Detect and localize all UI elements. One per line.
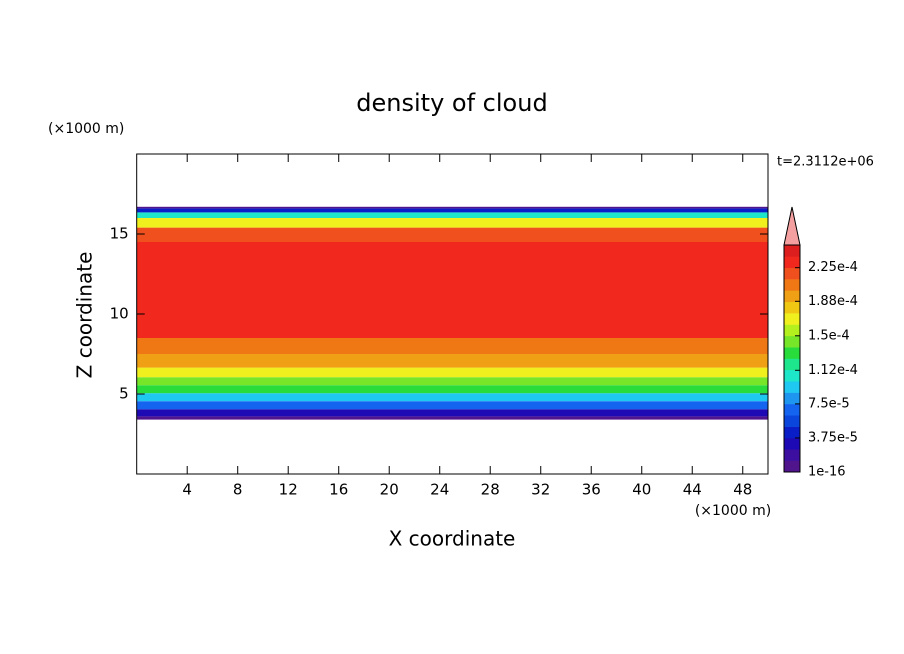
colorbar-swatch (784, 381, 800, 393)
field-band (136, 354, 768, 368)
field-band (136, 393, 768, 402)
colorbar-label: 1.5e-4 (808, 328, 850, 343)
time-label: t=2.3112e+06 (777, 155, 874, 170)
colorbar-swatch (784, 347, 800, 359)
colorbar-label: 1e-16 (808, 465, 846, 480)
field-band (136, 208, 768, 213)
colorbar-label: 7.5e-5 (808, 396, 850, 411)
x-tick-label: 24 (430, 481, 449, 499)
field-band (136, 218, 768, 228)
field-band (136, 385, 768, 394)
x-tick-label: 28 (481, 481, 500, 499)
colorbar-swatch (784, 245, 800, 257)
colorbar-swatch (784, 267, 800, 280)
x-tick-label: 36 (582, 481, 601, 499)
x-tick-label: 4 (182, 481, 192, 499)
x-tick-label: 48 (733, 481, 752, 499)
x-tick-label: 40 (632, 481, 651, 499)
colorbar-swatch (784, 256, 800, 268)
colorbar-swatch (784, 426, 800, 439)
x-tick-label: 44 (683, 481, 702, 499)
field-band (136, 322, 768, 338)
field-band (136, 306, 768, 322)
colorbar-extend (783, 206, 801, 246)
x-unit: (×1000 m) (695, 503, 771, 519)
field-band (136, 367, 768, 378)
y-axis-label: Z coordinate (73, 252, 97, 379)
field-band (136, 212, 768, 218)
colorbar-swatch (784, 313, 800, 325)
colorbar-label: 3.75e-5 (808, 430, 858, 445)
colorbar-swatch (784, 335, 800, 348)
y-tick-label: 5 (119, 385, 129, 403)
field-band (136, 258, 768, 274)
y-tick-label: 15 (110, 225, 129, 243)
field-band (136, 377, 768, 386)
field-band (136, 242, 768, 258)
colorbar-swatch (784, 324, 800, 337)
colorbar-swatch (784, 290, 800, 303)
field-band (136, 206, 768, 209)
colorbar-swatch (784, 392, 800, 405)
x-tick-label: 16 (329, 481, 348, 499)
colorbar-swatch (784, 449, 800, 461)
x-tick-label: 8 (233, 481, 243, 499)
colorbar-swatch (784, 437, 800, 450)
colorbar-swatch (784, 301, 800, 314)
field-band (136, 409, 768, 417)
x-axis-label: X coordinate (389, 527, 516, 551)
field-band (136, 401, 768, 410)
colorbar-swatch (784, 369, 800, 382)
field-band (136, 274, 768, 290)
colorbar-swatch (784, 415, 800, 427)
field-band (136, 416, 768, 420)
x-tick-label: 32 (531, 481, 550, 499)
colorbar-label: 2.25e-4 (808, 260, 858, 275)
field-band (136, 338, 768, 354)
colorbar-swatch (784, 460, 800, 473)
colorbar-swatch (784, 403, 800, 416)
colorbar-swatch (784, 279, 800, 291)
x-tick-label: 20 (380, 481, 399, 499)
y-tick-label: 10 (110, 305, 129, 323)
colorbar-swatch (784, 358, 800, 371)
colorbar-label: 1.88e-4 (808, 294, 858, 309)
chart-title: density of cloud (356, 89, 547, 117)
y-unit: (×1000 m) (48, 121, 124, 137)
field-band (136, 227, 768, 242)
x-tick-label: 12 (279, 481, 298, 499)
field-band (136, 290, 768, 306)
colorbar-label: 1.12e-4 (808, 363, 858, 378)
